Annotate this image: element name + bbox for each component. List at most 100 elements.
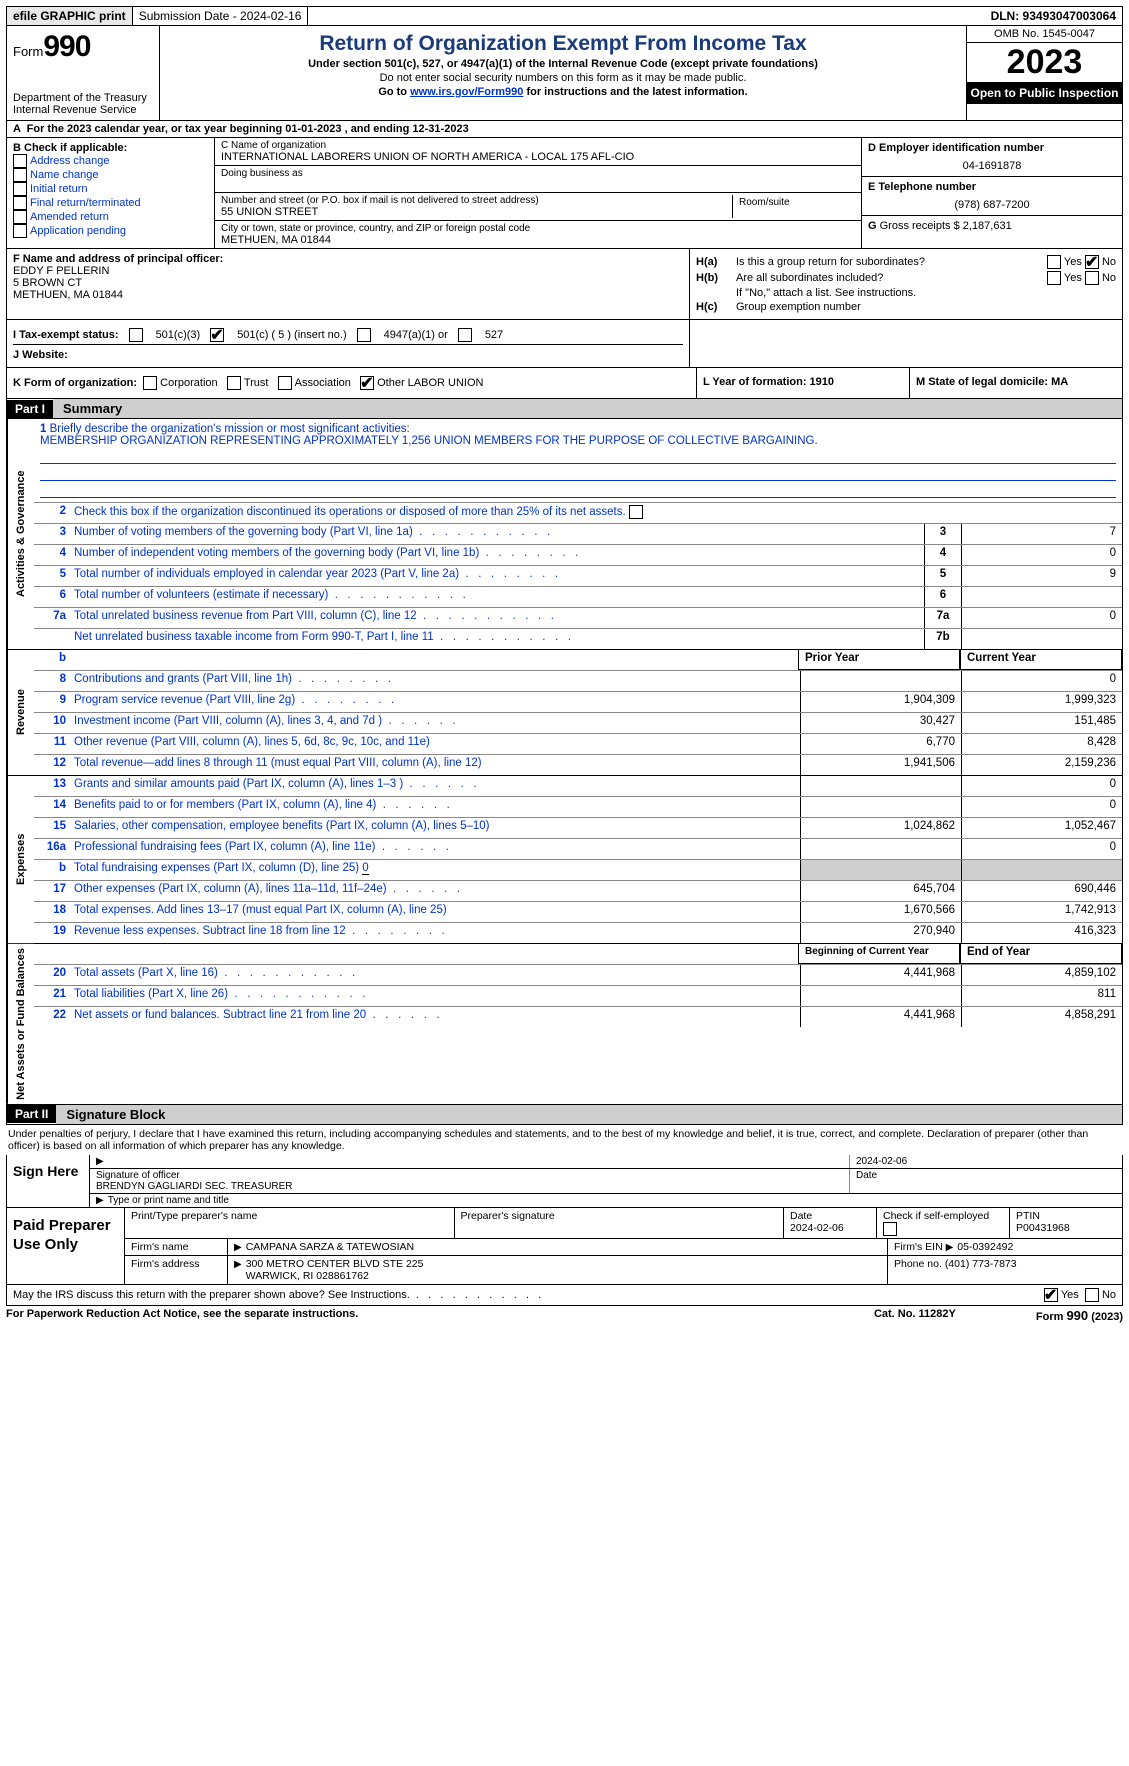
website-label: J Website: xyxy=(13,349,68,361)
cb-527[interactable] xyxy=(458,328,472,342)
mission-label: Briefly describe the organization's miss… xyxy=(50,423,410,435)
street: 55 UNION STREET xyxy=(221,206,732,218)
org-name: INTERNATIONAL LABORERS UNION OF NORTH AM… xyxy=(221,151,855,163)
sign-here-label: Sign Here xyxy=(7,1155,90,1207)
preparer-label: Paid Preparer Use Only xyxy=(7,1208,125,1284)
cb-501c[interactable] xyxy=(210,328,224,342)
part2-tag: Part II xyxy=(7,1105,56,1123)
vlabel-expenses: Expenses xyxy=(7,776,34,943)
v7a: 0 xyxy=(961,608,1122,628)
vlabel-net: Net Assets or Fund Balances xyxy=(7,944,34,1104)
org-info-grid: B Check if applicable: Address change Na… xyxy=(6,138,1123,249)
box-f-h: F Name and address of principal officer:… xyxy=(6,249,1123,320)
v6 xyxy=(961,587,1122,607)
tax-year: 2023 xyxy=(967,43,1122,82)
hb-note: If "No," attach a list. See instructions… xyxy=(736,287,916,299)
officer-sig-name: BRENDYN GAGLIARDI SEC. TREASURER xyxy=(96,1181,293,1192)
cb-self-employed[interactable] xyxy=(883,1222,897,1236)
dept-treasury: Department of the Treasury Internal Reve… xyxy=(13,92,153,116)
phone-label: E Telephone number xyxy=(868,181,1116,193)
page-footer: For Paperwork Reduction Act Notice, see … xyxy=(6,1306,1123,1325)
form-word: Form xyxy=(13,44,43,59)
submission-date: Submission Date - 2024-02-16 xyxy=(133,7,309,25)
firm-phone: (401) 773-7873 xyxy=(945,1258,1017,1270)
gross-label: G xyxy=(868,220,877,232)
cb-4947[interactable] xyxy=(357,328,371,342)
preparer-block: Paid Preparer Use Only Print/Type prepar… xyxy=(6,1208,1123,1285)
phone: (978) 687-7200 xyxy=(868,199,1116,211)
hb-yes[interactable] xyxy=(1047,271,1061,285)
vlabel-governance: Activities & Governance xyxy=(7,419,34,649)
cb-501c3[interactable] xyxy=(129,328,143,342)
section-expenses: Expenses 13Grants and similar amounts pa… xyxy=(6,776,1123,944)
v5: 9 xyxy=(961,566,1122,586)
ein-label: D Employer identification number xyxy=(868,142,1116,154)
officer-addr1: 5 BROWN CT xyxy=(13,277,683,289)
checkbox-address-change[interactable] xyxy=(13,154,27,168)
ha-no[interactable] xyxy=(1085,255,1099,269)
section-net-assets: Net Assets or Fund Balances Beginning of… xyxy=(6,944,1123,1105)
discuss-yes[interactable] xyxy=(1044,1288,1058,1302)
irs-link[interactable]: www.irs.gov/Form990 xyxy=(410,86,523,98)
officer-name: EDDY F PELLERIN xyxy=(13,265,683,277)
officer-label: F Name and address of principal officer: xyxy=(13,253,223,265)
efile-print-button[interactable]: efile GRAPHIC print xyxy=(7,7,133,25)
sign-date: 2024-02-06 xyxy=(850,1155,1122,1168)
discuss-row: May the IRS discuss this return with the… xyxy=(6,1285,1123,1306)
ptin: P00431968 xyxy=(1016,1222,1070,1234)
street-label: Number and street (or P.O. box if mail i… xyxy=(221,195,732,206)
cb-discontinued[interactable] xyxy=(629,505,643,519)
tax-status-label: I Tax-exempt status: xyxy=(13,329,119,341)
ha-text: Is this a group return for subordinates? xyxy=(736,256,1047,268)
city: METHUEN, MA 01844 xyxy=(221,234,855,246)
ha-yes[interactable] xyxy=(1047,255,1061,269)
part1-title: Summary xyxy=(53,399,1122,418)
box-a-period: A For the 2023 calendar year, or tax yea… xyxy=(6,121,1123,138)
part2-title: Signature Block xyxy=(56,1105,1122,1124)
checkbox-final-return[interactable] xyxy=(13,196,27,210)
cb-trust[interactable] xyxy=(227,376,241,390)
city-label: City or town, state or province, country… xyxy=(221,223,855,234)
mission-text: MEMBERSHIP ORGANIZATION REPRESENTING APP… xyxy=(40,435,818,447)
form-header: Form990 Department of the Treasury Inter… xyxy=(6,26,1123,121)
section-revenue: Revenue bPrior YearCurrent Year 8Contrib… xyxy=(6,650,1123,776)
org-name-label: C Name of organization xyxy=(221,140,855,151)
vlabel-revenue: Revenue xyxy=(7,650,34,775)
part1-header: Part I Summary xyxy=(6,399,1123,419)
box-b: B Check if applicable: Address change Na… xyxy=(7,138,215,248)
box-k-l-m: K Form of organization: Corporation Trus… xyxy=(6,368,1123,399)
v3: 7 xyxy=(961,524,1122,544)
discuss-text: May the IRS discuss this return with the… xyxy=(13,1289,541,1301)
box-c: C Name of organizationINTERNATIONAL LABO… xyxy=(215,138,861,248)
checkbox-name-change[interactable] xyxy=(13,168,27,182)
year-formation: L Year of formation: 1910 xyxy=(703,376,834,388)
room-label: Room/suite xyxy=(733,195,855,218)
hc-text: Group exemption number xyxy=(736,301,861,313)
footer-form: Form 990 (2023) xyxy=(1036,1308,1123,1323)
dba-label: Doing business as xyxy=(221,168,855,179)
checkbox-initial-return[interactable] xyxy=(13,182,27,196)
cb-assoc[interactable] xyxy=(278,376,292,390)
cb-corp[interactable] xyxy=(143,376,157,390)
officer-addr2: METHUEN, MA 01844 xyxy=(13,289,683,301)
cb-other[interactable] xyxy=(360,376,374,390)
footer-left: For Paperwork Reduction Act Notice, see … xyxy=(6,1308,358,1323)
box-i-j: I Tax-exempt status: 501(c)(3) 501(c) ( … xyxy=(6,320,1123,368)
checkbox-amended[interactable] xyxy=(13,210,27,224)
discuss-no[interactable] xyxy=(1085,1288,1099,1302)
v4: 0 xyxy=(961,545,1122,565)
part2-header: Part II Signature Block xyxy=(6,1105,1123,1125)
form-org-label: K Form of organization: xyxy=(13,377,137,389)
form-number: 990 xyxy=(43,30,90,63)
declaration: Under penalties of perjury, I declare th… xyxy=(6,1125,1123,1155)
hb-no[interactable] xyxy=(1085,271,1099,285)
sign-block: Sign Here 2024-02-06 Signature of office… xyxy=(6,1155,1123,1208)
box-b-label: B Check if applicable: xyxy=(13,142,208,154)
checkbox-app-pending[interactable] xyxy=(13,224,27,238)
ein: 04-1691878 xyxy=(868,160,1116,172)
goto-pre: Go to xyxy=(378,86,410,98)
firm-ein: 05-0392492 xyxy=(946,1241,1014,1253)
firm-name: CAMPANA SARZA & TATEWOSIAN xyxy=(228,1239,888,1255)
state-domicile: M State of legal domicile: MA xyxy=(916,376,1068,388)
section-governance: Activities & Governance 1 Briefly descri… xyxy=(6,419,1123,650)
